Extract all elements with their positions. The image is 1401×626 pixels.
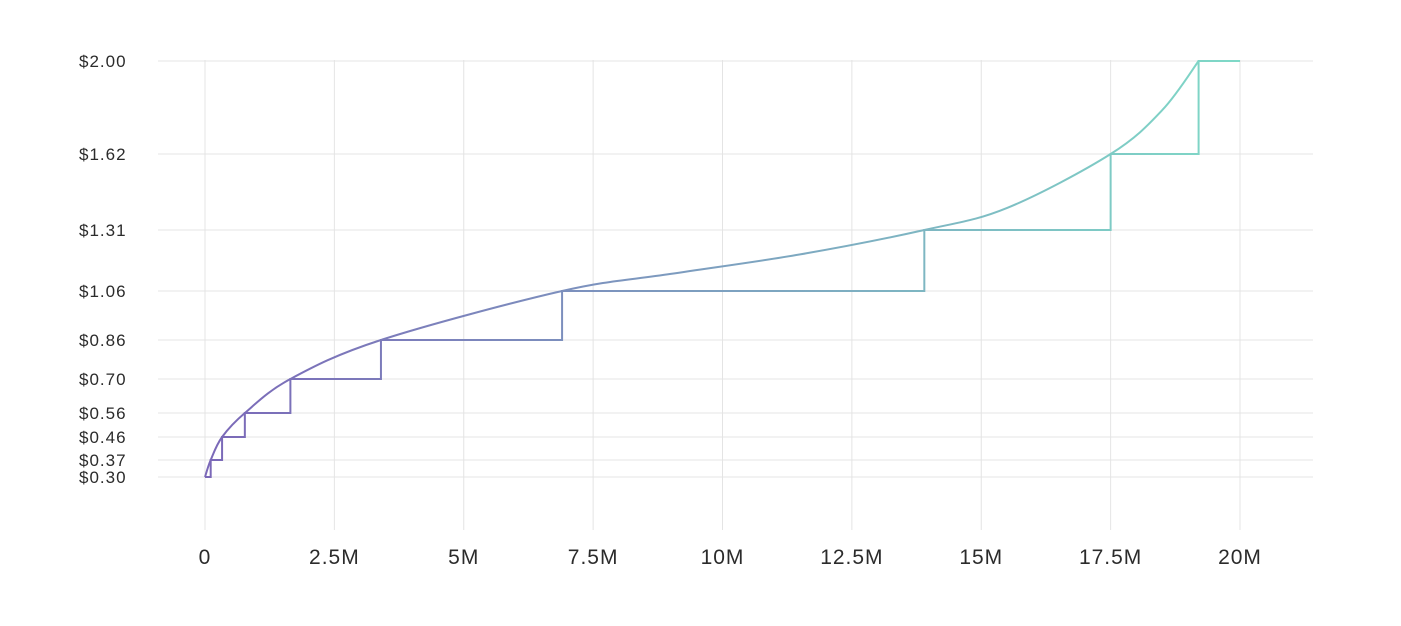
y-tick-label: $2.00 [79, 52, 127, 71]
x-tick-label: 17.5M [1079, 546, 1142, 569]
price-curve [204, 60, 1200, 478]
x-tick-label: 12.5M [820, 546, 883, 569]
y-tick-label: $1.31 [79, 221, 127, 240]
y-tick-label: $0.56 [79, 404, 127, 423]
price-steps [205, 60, 1240, 478]
x-tick-label: 5M [448, 546, 479, 569]
x-tick-label: 0 [199, 546, 212, 569]
x-axis: 0 2.5M 5M 7.5M 10M 12.5M 15M 17.5M 20M [199, 546, 1262, 569]
grid [158, 60, 1313, 530]
y-tick-label: $0.37 [79, 451, 127, 470]
y-tick-label: $0.70 [79, 370, 127, 389]
x-tick-label: 2.5M [309, 546, 360, 569]
x-tick-label: 20M [1218, 546, 1262, 569]
x-tick-label: 15M [959, 546, 1003, 569]
y-tick-label: $0.46 [79, 428, 127, 447]
y-axis: $0.30$0.37 $0.46 $0.56 $0.70 $0.86 $1.06 $1.31… [79, 52, 127, 487]
y-tick-label: $1.06 [79, 282, 127, 301]
plot-area [204, 60, 1240, 478]
y-tick-label: $1.62 [79, 145, 127, 164]
x-tick-label: 7.5M [568, 546, 619, 569]
y-tick-label: $0.30 [79, 468, 127, 487]
y-tick-label: $0.86 [79, 331, 127, 350]
x-tick-label: 10M [701, 546, 745, 569]
